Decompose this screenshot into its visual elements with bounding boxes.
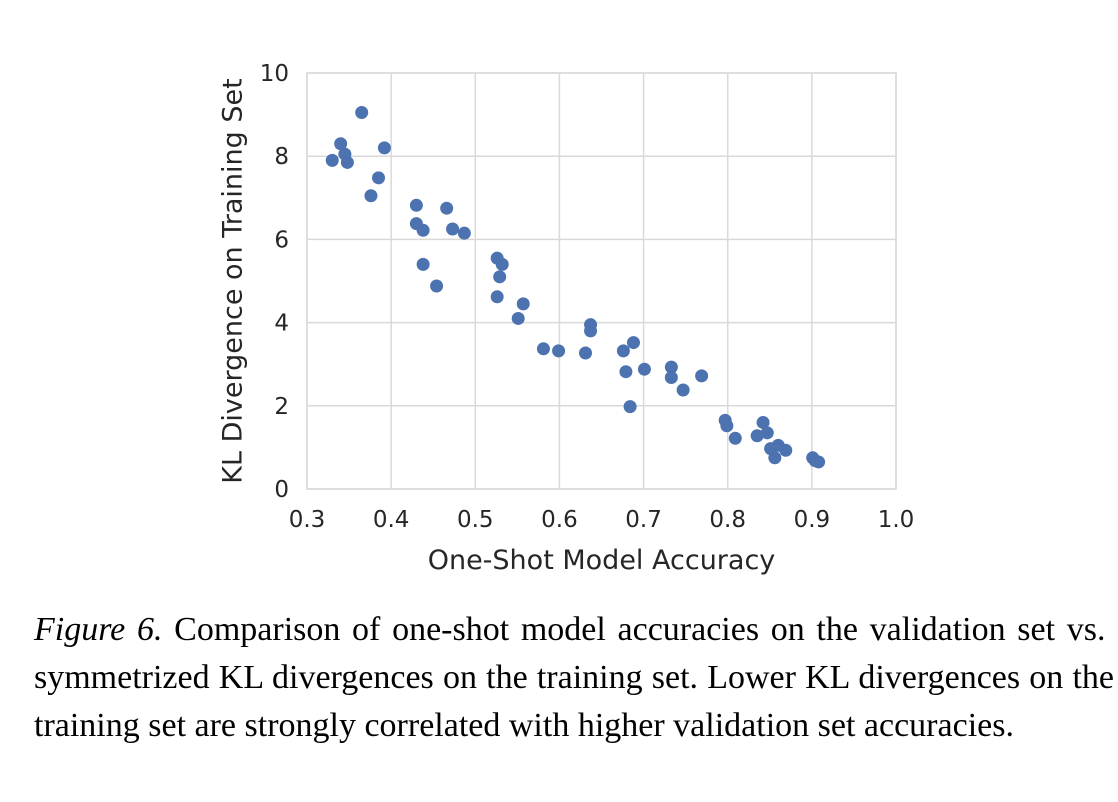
data-point bbox=[446, 222, 460, 236]
data-point bbox=[626, 336, 640, 350]
x-tick-label: 1.0 bbox=[878, 507, 915, 533]
data-point bbox=[364, 189, 378, 203]
data-point bbox=[416, 257, 430, 271]
data-point bbox=[372, 171, 386, 185]
data-point bbox=[440, 201, 454, 215]
y-tick-label: 6 bbox=[274, 227, 289, 253]
scatter-chart: 0.3 0.4 0.5 0.6 0.7 0.8 0.9 1.0 0 2 4 6 8 10 One-Sho… bbox=[218, 61, 915, 576]
data-point bbox=[325, 153, 339, 167]
y-tick-label: 8 bbox=[274, 144, 289, 170]
plot-area-frame bbox=[306, 72, 897, 490]
data-point bbox=[720, 419, 734, 433]
data-point bbox=[495, 257, 509, 271]
data-point bbox=[637, 362, 651, 376]
x-tick-label: 0.3 bbox=[289, 507, 326, 533]
y-axis-label: KL Divergence on Training Set bbox=[218, 78, 249, 483]
data-point bbox=[616, 344, 630, 358]
x-tick-label: 0.4 bbox=[373, 507, 410, 533]
x-axis-label: One-Shot Model Accuracy bbox=[428, 545, 776, 576]
x-tick-label: 0.5 bbox=[457, 507, 494, 533]
y-tick-label: 10 bbox=[260, 61, 289, 87]
data-point bbox=[457, 226, 471, 240]
x-axis-ticks: 0.3 0.4 0.5 0.6 0.7 0.8 0.9 1.0 bbox=[289, 507, 915, 533]
grid-lines bbox=[306, 72, 897, 490]
y-tick-label: 4 bbox=[274, 311, 289, 337]
data-point bbox=[340, 155, 354, 169]
data-point bbox=[664, 360, 678, 374]
data-point bbox=[409, 198, 423, 212]
y-tick-label: 0 bbox=[274, 477, 289, 503]
data-point bbox=[516, 297, 530, 311]
data-point bbox=[536, 342, 550, 356]
data-point bbox=[768, 451, 782, 465]
data-point bbox=[695, 369, 709, 383]
y-tick-label: 2 bbox=[274, 394, 289, 420]
data-point bbox=[416, 223, 430, 237]
data-point bbox=[377, 141, 391, 155]
figure-caption-text: Comparison of one-shot model accuracies … bbox=[34, 611, 1114, 744]
data-point bbox=[490, 290, 504, 304]
x-tick-label: 0.9 bbox=[794, 507, 831, 533]
figure-caption: Figure 6. Comparison of one-shot model a… bbox=[34, 606, 1114, 750]
y-axis-ticks: 0 2 4 6 8 10 bbox=[260, 61, 289, 503]
data-point bbox=[676, 383, 690, 397]
figure-caption-lead: Figure 6. bbox=[34, 611, 163, 648]
data-point bbox=[750, 429, 764, 443]
x-tick-label: 0.7 bbox=[625, 507, 662, 533]
data-point bbox=[511, 311, 525, 325]
data-points bbox=[325, 106, 826, 469]
data-point bbox=[760, 426, 774, 440]
data-point bbox=[552, 344, 566, 358]
x-tick-label: 0.8 bbox=[709, 507, 746, 533]
data-point bbox=[812, 455, 826, 469]
data-point bbox=[619, 365, 633, 379]
data-point bbox=[334, 137, 348, 151]
data-point bbox=[584, 324, 598, 338]
data-point bbox=[493, 270, 507, 284]
data-point bbox=[664, 371, 678, 385]
data-point bbox=[728, 431, 742, 445]
data-point bbox=[430, 279, 444, 293]
data-point bbox=[756, 415, 770, 429]
data-point bbox=[355, 106, 369, 120]
data-point bbox=[623, 400, 637, 414]
data-point bbox=[579, 346, 593, 360]
data-point bbox=[779, 443, 793, 457]
x-tick-label: 0.6 bbox=[541, 507, 578, 533]
